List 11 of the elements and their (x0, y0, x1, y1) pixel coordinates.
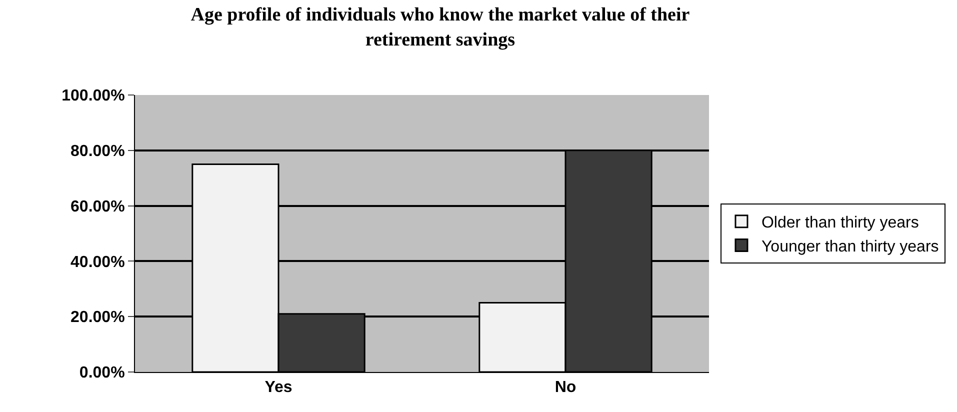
y-tick-label: 60.00% (70, 198, 125, 216)
chart-title: Age profile of individuals who know the market value of their retirement savings (190, 4, 690, 50)
x-tick-label: Yes (264, 379, 292, 396)
y-tick-label: 40.00% (70, 254, 125, 271)
legend-label: Younger than thirty years (761, 238, 939, 256)
y-tick-label: 80.00% (70, 143, 125, 160)
legend-label: Older than thirty years (761, 214, 919, 232)
y-tick-label: 0.00% (79, 364, 125, 382)
y-tick-label: 100.00% (62, 88, 125, 105)
y-tick-label: 20.00% (70, 309, 125, 326)
x-tick-label: No (554, 379, 576, 396)
